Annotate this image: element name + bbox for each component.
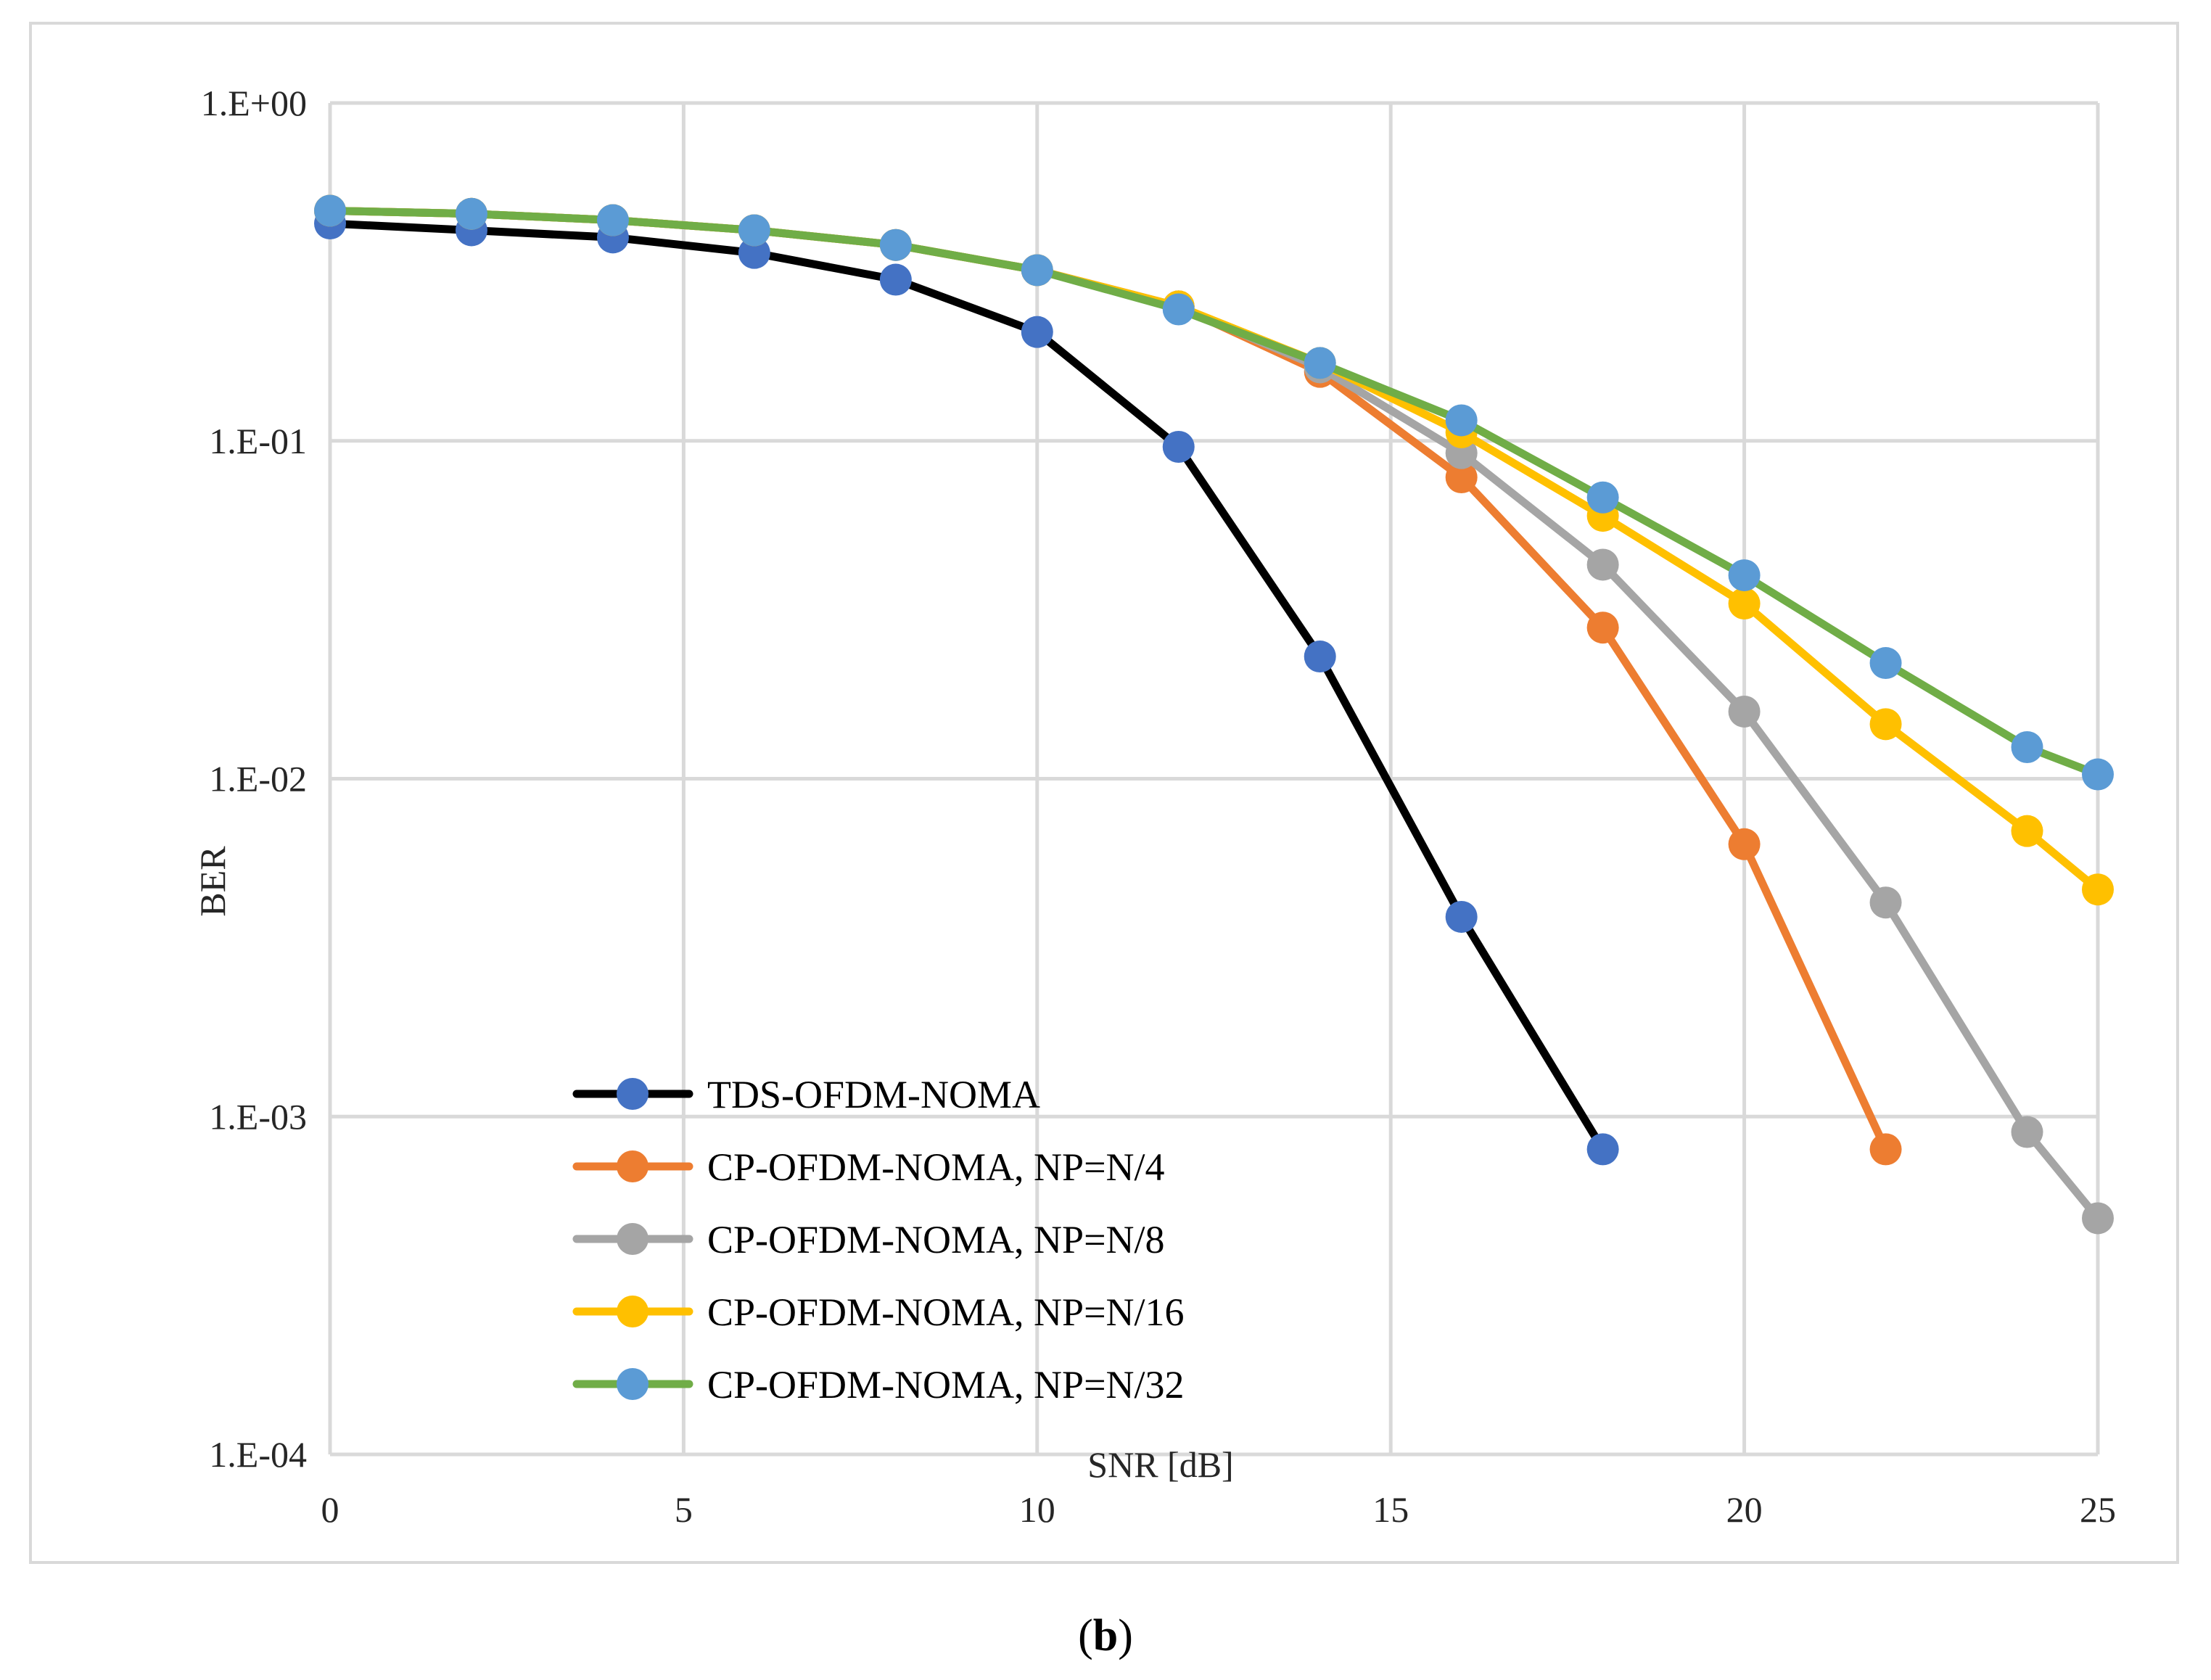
data-point [1586, 481, 1619, 514]
data-point [2082, 1202, 2114, 1235]
legend-label: TDS-OFDM-NOMA [707, 1073, 1040, 1116]
series-5 [314, 194, 2114, 791]
data-point [596, 204, 629, 236]
y-axis-title: BER [192, 846, 233, 917]
data-point [1728, 559, 1761, 592]
grid [328, 101, 2100, 1457]
data-point [1869, 647, 1902, 680]
y-tick-label: 1.E-02 [209, 759, 307, 799]
data-point [738, 214, 770, 247]
series-4 [314, 194, 2114, 906]
series-group [314, 194, 2114, 1235]
series-3 [314, 194, 2114, 1235]
y-axis-ticks: 1.E+00 1.E-01 1.E-02 1.E-03 1.E-04 [201, 83, 307, 1475]
data-point [1869, 886, 1902, 919]
data-point [2082, 873, 2114, 906]
data-point [879, 263, 912, 296]
data-point [1728, 828, 1761, 860]
x-tick-label: 20 [1726, 1489, 1763, 1530]
figure-caption: (b) [0, 1610, 2211, 1662]
series-line [326, 207, 2102, 1222]
legend-label: CP-OFDM-NOMA, NP=N/32 [707, 1363, 1185, 1407]
x-tick-label: 0 [321, 1489, 339, 1530]
data-point [1586, 612, 1619, 644]
legend-marker [617, 1368, 649, 1400]
y-tick-label: 1.E-04 [209, 1434, 307, 1475]
legend-item-2: CP-OFDM-NOMA, NP=N/4 [572, 1145, 1165, 1189]
x-axis-title: SNR [dB] [1087, 1444, 1233, 1485]
series-line [326, 219, 1607, 1153]
data-point [738, 236, 770, 269]
x-tick-label: 5 [675, 1489, 693, 1530]
data-point [2011, 730, 2043, 763]
data-point [455, 197, 487, 230]
chart-frame [29, 22, 2179, 1564]
series-2 [314, 194, 1902, 1166]
x-tick-label: 10 [1019, 1489, 1055, 1530]
legend-item-4: CP-OFDM-NOMA, NP=N/16 [572, 1290, 1185, 1334]
y-tick-label: 1.E-03 [209, 1096, 307, 1137]
data-point [314, 194, 346, 227]
data-point [879, 228, 912, 261]
data-point [1021, 316, 1053, 348]
data-point [1728, 695, 1761, 728]
data-point [1304, 641, 1336, 673]
legend: TDS-OFDM-NOMA CP-OFDM-NOMA, NP=N/4 CP-OFDM… [572, 1073, 1185, 1407]
data-point [1869, 1133, 1902, 1166]
series-line [326, 207, 2102, 778]
series-1 [314, 207, 1619, 1166]
x-tick-label: 15 [1372, 1489, 1409, 1530]
legend-item-5: CP-OFDM-NOMA, NP=N/32 [572, 1363, 1185, 1407]
series-line [326, 207, 1890, 1153]
legend-marker [617, 1296, 649, 1327]
y-tick-label: 1.E+00 [201, 83, 307, 123]
legend-label: CP-OFDM-NOMA, NP=N/4 [707, 1145, 1165, 1189]
data-point [1021, 254, 1053, 287]
data-point [1162, 431, 1195, 464]
legend-label: CP-OFDM-NOMA, NP=N/8 [707, 1218, 1165, 1261]
data-point [1445, 404, 1478, 437]
caption-open: ( [1078, 1611, 1093, 1660]
data-point [1445, 900, 1478, 933]
data-point [1586, 548, 1619, 581]
caption-letter: b [1092, 1611, 1119, 1660]
series-line [326, 207, 2102, 894]
legend-marker [617, 1150, 649, 1182]
legend-label: CP-OFDM-NOMA, NP=N/16 [707, 1290, 1185, 1334]
legend-marker [617, 1078, 649, 1110]
data-point [1869, 708, 1902, 741]
x-tick-label: 25 [2080, 1489, 2116, 1530]
legend-marker [617, 1223, 649, 1255]
data-point [2011, 815, 2043, 847]
legend-item-1: TDS-OFDM-NOMA [572, 1073, 1040, 1116]
data-point [1304, 347, 1336, 379]
caption-close: ) [1118, 1611, 1133, 1660]
x-axis-ticks: 0 5 10 15 20 25 [321, 1489, 2117, 1530]
data-point [1162, 293, 1195, 326]
data-point [2082, 758, 2114, 791]
ber-chart: 1.E+00 1.E-01 1.E-02 1.E-03 1.E-04 0 5 10 15 20 2… [192, 83, 2117, 1530]
data-point [2011, 1116, 2043, 1148]
y-tick-label: 1.E-01 [209, 421, 307, 461]
data-point [1586, 1133, 1619, 1166]
data-point [1728, 588, 1761, 620]
legend-item-3: CP-OFDM-NOMA, NP=N/8 [572, 1218, 1165, 1261]
data-point [1445, 461, 1478, 494]
